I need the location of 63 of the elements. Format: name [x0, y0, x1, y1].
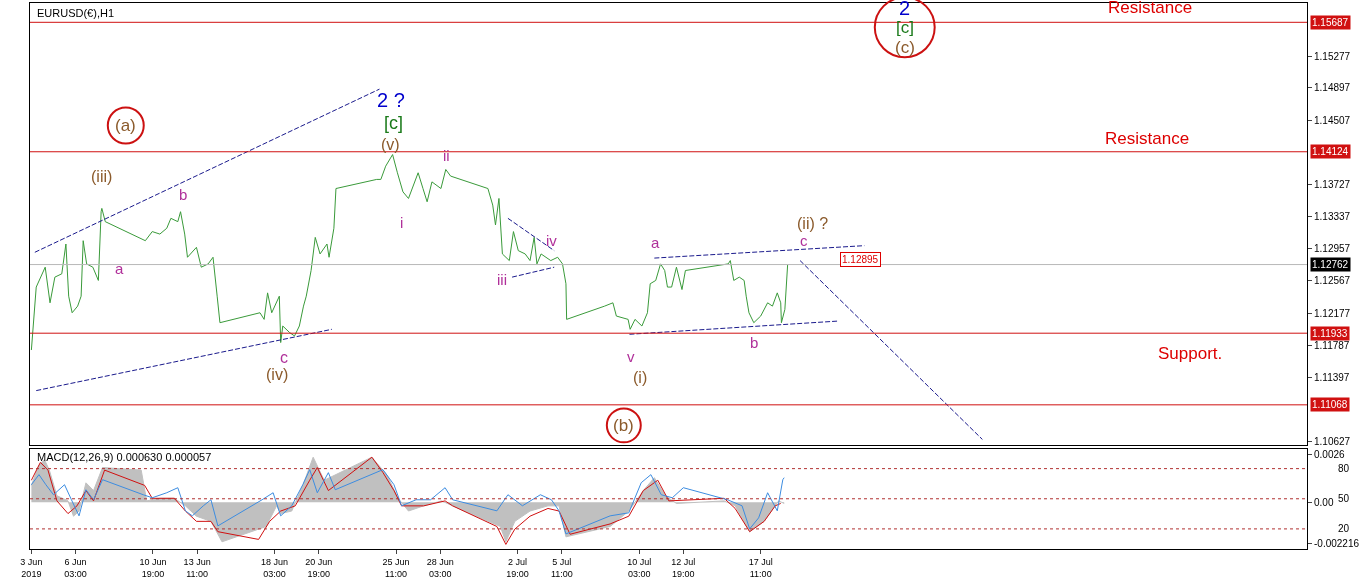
y-tick-label: 1.11787: [1314, 339, 1350, 351]
y-tick-label: 1.13727: [1314, 179, 1351, 191]
annotation: (i): [633, 369, 648, 386]
x-tick-label: 18 Jun 03:00: [260, 556, 289, 579]
annotation: [c]: [896, 18, 914, 37]
annotation: (iv): [266, 366, 289, 383]
annotation: Resistance: [1105, 129, 1190, 148]
y-tick-label: 1.12957: [1314, 242, 1351, 254]
ref-line-label: 1.14124: [1312, 146, 1349, 157]
ref-line-label: 1.11933: [1312, 328, 1348, 339]
annotation: (a): [115, 116, 136, 135]
x-tick-label: 12 Jul 19:00: [671, 556, 696, 579]
x-tick-label: 6 Jun 03:00: [64, 556, 87, 579]
x-tick-label: 2 Jul 19:00: [506, 556, 529, 579]
chart-title: EURUSD(€),H1: [37, 7, 115, 19]
annotation: ii: [443, 147, 450, 164]
x-tick-label: 5 Jul 11:00: [550, 556, 573, 579]
x-tick-label: 28 Jun 03:00: [426, 556, 454, 579]
annotation: b: [750, 334, 759, 351]
y-tick-label: 1.14507: [1314, 114, 1351, 126]
annotation: [c]: [384, 113, 404, 133]
annotation: v: [627, 348, 635, 365]
y-tick-label: 1.15277: [1314, 50, 1351, 62]
annotation: Support.: [1158, 344, 1223, 363]
annotation: b: [179, 186, 188, 203]
y-tick-label: 1.12177: [1314, 307, 1351, 319]
x-tick-label: 3 Jun 2019: [20, 556, 43, 579]
y-tick-label: -0.002216: [1314, 537, 1360, 549]
x-tick-label: 10 Jun 19:00: [139, 556, 167, 579]
annotation: (b): [613, 416, 634, 435]
x-tick-label: 20 Jun 19:00: [305, 556, 333, 579]
y2-tick-label: 80: [1338, 463, 1350, 475]
annotation: (iii): [91, 168, 113, 185]
annotation: (c): [895, 38, 915, 57]
x-tick-label: 10 Jul 03:00: [627, 556, 652, 579]
annotation: 2 ?: [377, 89, 405, 111]
y2-tick-label: 50: [1338, 493, 1350, 505]
annotation: 1.12895: [842, 254, 879, 265]
y-tick-label: 0.0026: [1314, 448, 1346, 460]
y-tick-label: 1.11397: [1314, 372, 1350, 384]
annotation: iv: [546, 232, 558, 249]
annotation: Resistance: [1108, 0, 1193, 17]
annotation: a: [651, 234, 660, 251]
y-tick-label: 1.12567: [1314, 275, 1351, 287]
y-tick-label: 1.13337: [1314, 211, 1351, 223]
annotation: iii: [497, 271, 507, 288]
y-tick-label: 1.14897: [1314, 82, 1351, 94]
ref-line-label: 1.12762: [1312, 259, 1349, 270]
ref-line-label: 1.15687: [1312, 17, 1349, 28]
x-tick-label: 13 Jun 11:00: [183, 556, 211, 579]
annotation: i: [400, 214, 404, 231]
y-tick-label: 0.00: [1314, 496, 1334, 508]
y-tick-label: 1.10627: [1314, 435, 1351, 447]
ref-line-label: 1.11068: [1312, 399, 1348, 410]
x-tick-label: 25 Jun 11:00: [382, 556, 410, 579]
annotation: 2: [899, 0, 911, 19]
y2-tick-label: 20: [1338, 523, 1350, 535]
annotation: c: [800, 232, 808, 249]
annotation: c: [280, 349, 288, 366]
annotation: (v): [381, 136, 400, 153]
annotation: a: [115, 260, 124, 277]
annotation: (ii) ?: [797, 215, 829, 232]
x-tick-label: 17 Jul 11:00: [748, 556, 773, 579]
